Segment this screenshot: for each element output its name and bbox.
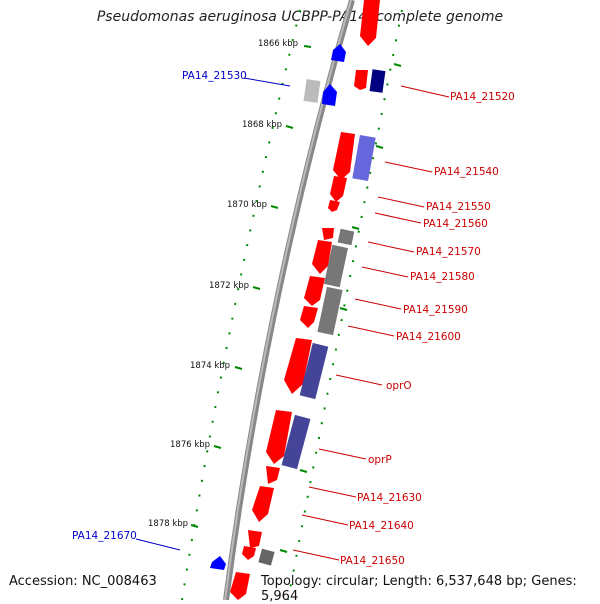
cds-arrow	[210, 556, 226, 570]
tick-mark-1866	[303, 45, 312, 48]
cds-arrow	[330, 176, 347, 202]
gene-label-opro: oprO	[386, 380, 412, 392]
cds-arrow	[304, 276, 325, 306]
tick-label-1868: 1868 kbp	[242, 120, 282, 130]
gene-label-pa14-21640: PA14_21640	[349, 520, 414, 532]
gene-label-pa14-21670: PA14_21670	[72, 530, 137, 542]
cds-box	[303, 79, 321, 103]
tick-mark-1878	[190, 524, 199, 528]
cds-arrow	[322, 84, 337, 106]
cds-arrow	[248, 530, 262, 548]
tick-mark-1870	[270, 205, 279, 209]
tick-label-1876: 1876 kbp	[170, 440, 210, 450]
tick-mark-1868	[285, 125, 294, 129]
cds-box	[352, 134, 376, 182]
tick-label-1870: 1870 kbp	[227, 200, 267, 210]
tick-mark-1874	[234, 366, 243, 370]
cds-arrow	[333, 132, 355, 180]
map-title: Pseudomonas aeruginosa UCBPP-PA14, compl…	[96, 9, 504, 25]
cds-box	[324, 244, 348, 288]
gene-label-pa14-21570: PA14_21570	[416, 246, 481, 258]
cds-arrow	[252, 486, 274, 522]
cds-arrow	[300, 306, 318, 328]
tick-mark-1872	[252, 286, 261, 290]
cds-arrow	[312, 240, 332, 274]
gene-label-pa14-21580: PA14_21580	[410, 271, 475, 283]
tick-label-1878: 1878 kbp	[148, 519, 188, 529]
cds-box	[317, 286, 343, 336]
tick-label-1874: 1874 kbp	[190, 361, 230, 371]
kbp-tick-labels: 1866 kbp 1868 kbp 1870 kbp 1872 kbp 1874…	[148, 39, 298, 529]
cds-arrow	[331, 44, 346, 62]
cds-features[interactable]	[210, 0, 386, 600]
gene-labels: PA14_21530 PA14_21520 PA14_21540 PA14_21…	[72, 70, 515, 567]
gene-label-pa14-21550: PA14_21550	[426, 201, 491, 213]
genome-backbone	[223, 0, 355, 600]
gene-label-pa14-21630: PA14_21630	[357, 492, 422, 504]
cds-box	[281, 414, 311, 470]
cds-arrow	[328, 200, 340, 212]
cds-arrow	[266, 410, 292, 464]
cds-arrow	[242, 546, 256, 560]
cds-arrow	[230, 572, 250, 600]
tick-mark-1876	[213, 445, 222, 449]
tick-label-1866: 1866 kbp	[258, 39, 298, 49]
gene-label-pa14-21560: PA14_21560	[423, 218, 488, 230]
cds-arrow	[354, 70, 368, 90]
gene-label-pa14-21590: PA14_21590	[403, 304, 468, 316]
cds-arrow	[322, 228, 334, 240]
tick-label-1872: 1872 kbp	[209, 281, 249, 291]
cds-box	[337, 228, 355, 246]
cds-arrow	[360, 0, 380, 46]
gene-label-pa14-21540: PA14_21540	[434, 166, 499, 178]
cds-arrow	[284, 338, 312, 394]
cds-box	[369, 69, 386, 93]
gene-label-pa14-21600: PA14_21600	[396, 331, 461, 343]
accession-text: Accession: NC_008463	[9, 574, 157, 589]
gene-label-oprp: oprP	[368, 454, 392, 466]
gene-label-pa14-21650: PA14_21650	[340, 555, 405, 567]
gene-label-pa14-21520: PA14_21520	[450, 91, 515, 103]
kbp-tick-marks	[190, 45, 312, 528]
cds-arrow	[266, 466, 280, 484]
label-leaders	[135, 77, 450, 561]
gene-label-pa14-21530: PA14_21530	[182, 70, 247, 82]
cds-box	[299, 342, 329, 400]
cds-box	[258, 548, 275, 566]
